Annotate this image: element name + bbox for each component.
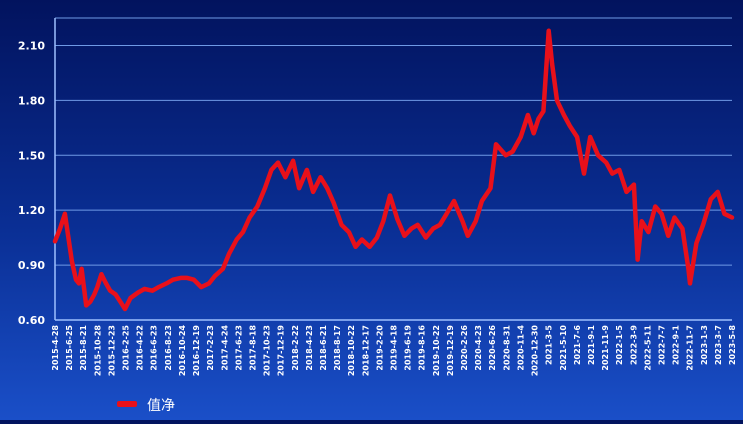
x-tick-label: 2019-4-18 — [390, 325, 399, 371]
x-tick-label: 2018-6-21 — [319, 325, 328, 371]
axes — [54, 18, 732, 321]
y-tick-label: 2.10 — [18, 39, 45, 52]
x-tick-label: 2015-12-23 — [107, 325, 116, 376]
x-tick-label: 2020-4-23 — [474, 325, 483, 371]
x-tick-label: 2017-8-18 — [248, 325, 257, 371]
x-tick-label: 2020-12-30 — [531, 325, 540, 377]
x-tick-label: 2022-11-7 — [686, 325, 695, 371]
x-tick-label: 2023-1-3 — [700, 325, 709, 365]
y-tick-label: 1.50 — [18, 149, 45, 162]
x-tick-label: 2019-12-19 — [446, 325, 455, 377]
x-tick-label: 2017-10-23 — [263, 325, 272, 376]
legend: 值净 — [117, 398, 175, 414]
x-tick-label: 2017-4-24 — [220, 325, 229, 371]
x-tick-label: 2022-3-9 — [629, 325, 638, 365]
y-tick-label: 0.90 — [18, 259, 45, 272]
x-tick-label: 2022-1-5 — [615, 325, 624, 365]
x-tick-label: 2022-9-1 — [672, 325, 681, 365]
x-tick-label: 2020-2-26 — [460, 325, 469, 371]
x-tick-label: 2018-10-22 — [347, 325, 356, 376]
y-tick-label: 1.20 — [18, 204, 45, 217]
x-tick-label: 2023-5-8 — [728, 325, 737, 365]
x-tick-label: 2015-10-28 — [93, 325, 102, 377]
x-tick-label: 2017-2-23 — [206, 325, 215, 371]
x-tick-label: 2021-5-10 — [559, 325, 568, 371]
x-tick-label: 2018-2-22 — [291, 325, 300, 371]
x-tick-label: 2017-6-23 — [234, 325, 243, 371]
y-tick-labels: 0.60 0.90 1.20 1.50 1.80 2.10 — [18, 39, 45, 327]
x-tick-label: 2020-8-31 — [502, 325, 511, 371]
series-line — [52, 28, 735, 312]
x-tick-label: 2016-2-25 — [122, 325, 131, 371]
x-tick-label: 2015-6-25 — [65, 325, 74, 371]
x-tick-label: 2019-10-22 — [432, 325, 441, 376]
legend-label: 值净 — [147, 398, 175, 414]
y-tick-label: 0.60 — [18, 314, 45, 327]
gridlines — [55, 17, 732, 321]
x-tick-label: 2016-6-23 — [150, 325, 159, 371]
x-tick-label: 2015-8-21 — [79, 325, 88, 371]
x-tick-label: 2019-2-20 — [375, 325, 384, 371]
x-tick-label: 2022-5-11 — [643, 325, 652, 371]
x-tick-label: 2021-3-5 — [545, 325, 554, 365]
x-tick-label: 2021-11-9 — [601, 325, 610, 371]
x-tick-label: 2016-8-23 — [164, 325, 173, 371]
x-tick-label: 2020-11-4 — [516, 325, 525, 371]
x-tick-label: 2019-6-19 — [404, 325, 413, 371]
x-tick-label: 2022-7-7 — [657, 325, 666, 365]
x-tick-label: 2016-10-24 — [178, 325, 187, 377]
x-tick-label: 2019-8-16 — [418, 325, 427, 371]
x-tick-label: 2021-7-6 — [573, 325, 582, 365]
x-tick-label: 2016-4-22 — [136, 325, 145, 371]
legend-swatch — [117, 401, 137, 407]
y-tick-label: 1.80 — [18, 94, 45, 107]
x-tick-label: 2018-4-23 — [305, 325, 314, 371]
series-lines — [52, 28, 735, 312]
x-tick-label: 2021-9-1 — [587, 325, 596, 365]
x-tick-labels: 2015-4-28 2015-6-25 2015-8-21 2015-10-28 201… — [51, 325, 737, 377]
x-tick-label: 2015-4-28 — [51, 325, 60, 371]
x-tick-label: 2018-12-17 — [361, 325, 370, 376]
x-tick-label: 2017-12-19 — [277, 325, 286, 377]
x-tick-label: 2018-8-17 — [333, 325, 342, 371]
x-tick-label: 2016-12-19 — [192, 325, 201, 377]
x-tick-label: 2023-3-7 — [714, 325, 723, 365]
x-tick-label: 2020-6-26 — [488, 325, 497, 371]
